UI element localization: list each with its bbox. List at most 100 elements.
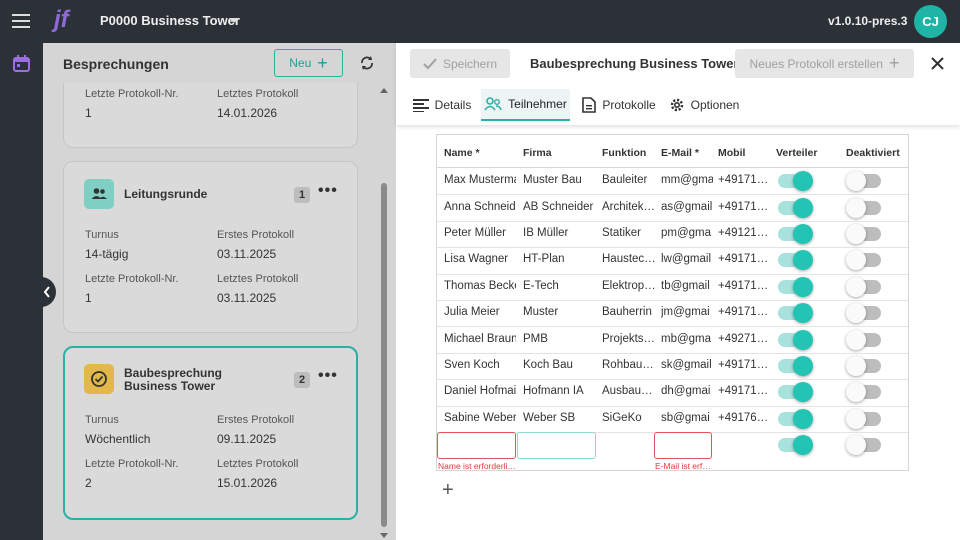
verteiler-toggle[interactable]: [777, 224, 813, 244]
collapse-handle[interactable]: [36, 277, 56, 307]
deaktiviert-toggle[interactable]: [846, 303, 882, 324]
email-input[interactable]: [654, 432, 712, 459]
field-value: 1: [85, 106, 92, 120]
tab[interactable]: Details: [410, 89, 474, 121]
card-list: Letzte Protokoll-Nr. 1 Letztes Protokoll 14…: [43, 83, 383, 540]
toggle-knob: [793, 171, 813, 192]
name-input[interactable]: [437, 432, 516, 459]
column-header: E-Mail *: [661, 147, 699, 159]
field-label: Letzte Protokoll-Nr.: [85, 458, 179, 470]
side-rail: [0, 43, 43, 540]
add-row-button[interactable]: +: [442, 479, 454, 501]
meeting-name: Baubesprechung Business Tower: [124, 366, 223, 393]
detail-title: Baubesprechung Business Tower: [530, 56, 739, 71]
cell-firma: E-Tech: [523, 279, 559, 292]
calendar-icon[interactable]: [13, 55, 30, 72]
toggle-knob: [793, 329, 813, 350]
avatar[interactable]: CJ: [914, 5, 947, 38]
deaktiviert-toggle[interactable]: [846, 435, 882, 455]
scroll-down[interactable]: [380, 533, 388, 539]
new-button[interactable]: Neu +: [274, 49, 343, 77]
tab[interactable]: Teilnehmer: [481, 89, 570, 121]
more-menu[interactable]: •••: [318, 367, 338, 384]
deaktiviert-toggle[interactable]: [846, 197, 882, 218]
toggle-knob: [793, 250, 813, 271]
new-protocol-button[interactable]: Neues Protokoll erstellen +: [735, 49, 914, 78]
row-line: [437, 326, 908, 328]
scrollbar[interactable]: [380, 87, 388, 540]
toggle-knob: [846, 329, 866, 350]
field-value: 09.11.2025: [217, 432, 277, 446]
save-label: Speichern: [442, 56, 498, 71]
dropdown-icon[interactable]: [229, 18, 239, 24]
top-bar: jf P0000 Business Tower v1.0.10-pres.3 C…: [0, 0, 960, 43]
tab[interactable]: Protokolle: [579, 89, 659, 121]
verteiler-toggle[interactable]: [777, 303, 813, 324]
tab[interactable]: Optionen: [667, 89, 741, 121]
deaktiviert-toggle[interactable]: [846, 408, 882, 429]
toggle-knob: [793, 435, 813, 455]
firma-input[interactable]: [517, 432, 596, 459]
tab-icon: [582, 97, 597, 113]
deaktiviert-toggle[interactable]: [846, 356, 882, 376]
verteiler-toggle[interactable]: [777, 197, 813, 218]
cell-firma: AB Schneider: [523, 200, 594, 213]
cell-firma: Weber SB: [523, 411, 576, 424]
cell-funktion: Architek…: [602, 200, 656, 213]
row-line: [437, 220, 908, 222]
cell-mobil: +49176…: [718, 411, 769, 424]
tab-label: Details: [434, 98, 472, 112]
column-header: Funktion: [602, 147, 647, 159]
close-icon[interactable]: [931, 57, 944, 70]
toggle-knob: [846, 250, 866, 271]
cell-email: dh@gmai: [661, 385, 711, 398]
cell-email: mm@gma: [661, 174, 713, 187]
scroll-thumb[interactable]: [381, 183, 387, 527]
verteiler-toggle[interactable]: [777, 435, 813, 455]
field-label: Erstes Protokoll: [217, 414, 295, 426]
refresh-icon[interactable]: [359, 55, 375, 71]
verteiler-toggle[interactable]: [777, 329, 813, 350]
cell-mobil: +49171…: [718, 253, 769, 266]
header-line: [437, 167, 908, 168]
row-line: [437, 247, 908, 249]
check-icon: [423, 57, 437, 69]
verteiler-toggle[interactable]: [777, 276, 813, 297]
cell-firma: Muster: [523, 306, 559, 319]
deaktiviert-toggle[interactable]: [846, 382, 882, 403]
verteiler-toggle[interactable]: [777, 356, 813, 376]
cell-firma: PMB: [523, 332, 548, 345]
column-header: Mobil: [718, 147, 746, 159]
project-name[interactable]: P0000 Business Tower: [100, 13, 240, 28]
cell-funktion: Rohbau…: [602, 359, 654, 371]
scroll-up[interactable]: [380, 87, 388, 93]
name-error: Name ist erforderli…: [438, 461, 516, 471]
deaktiviert-toggle[interactable]: [846, 224, 882, 244]
cell-mobil: +49171…: [718, 174, 769, 187]
verteiler-toggle[interactable]: [777, 250, 813, 271]
meeting-card[interactable]: Letzte Protokoll-Nr. 1 Letztes Protokoll 14…: [63, 83, 358, 148]
meeting-card[interactable]: Leitungsrunde 1 ••• Turnus 14-tägig Erstes Pr…: [63, 161, 358, 333]
save-button[interactable]: Speichern: [410, 49, 510, 78]
more-menu[interactable]: •••: [318, 182, 338, 199]
verteiler-toggle[interactable]: [777, 408, 813, 429]
menu-icon[interactable]: [12, 13, 30, 29]
plus-icon: +: [888, 53, 900, 73]
verteiler-toggle[interactable]: [777, 382, 813, 403]
meeting-card[interactable]: Baubesprechung Business Tower 2 ••• Turnus W…: [63, 346, 358, 520]
deaktiviert-toggle[interactable]: [846, 171, 882, 192]
detail-panel: Speichern Baubesprechung Business Tower …: [396, 43, 960, 540]
deaktiviert-toggle[interactable]: [846, 250, 882, 271]
cell-firma: Koch Bau: [523, 359, 573, 371]
meeting-list-panel: Besprechungen Neu + Letzte Protokoll-Nr. 1…: [43, 43, 396, 540]
deaktiviert-toggle[interactable]: [846, 329, 882, 350]
verteiler-toggle[interactable]: [777, 171, 813, 192]
field-value: 2: [85, 476, 92, 490]
field-label: Letztes Protokoll: [217, 273, 299, 285]
protocol-count-badge: 1: [294, 187, 310, 203]
toggle-knob: [793, 356, 813, 376]
cell-firma: HT-Plan: [523, 253, 565, 266]
plus-icon: +: [317, 52, 328, 73]
cell-name: Thomas Becke: [444, 279, 516, 292]
deaktiviert-toggle[interactable]: [846, 276, 882, 297]
